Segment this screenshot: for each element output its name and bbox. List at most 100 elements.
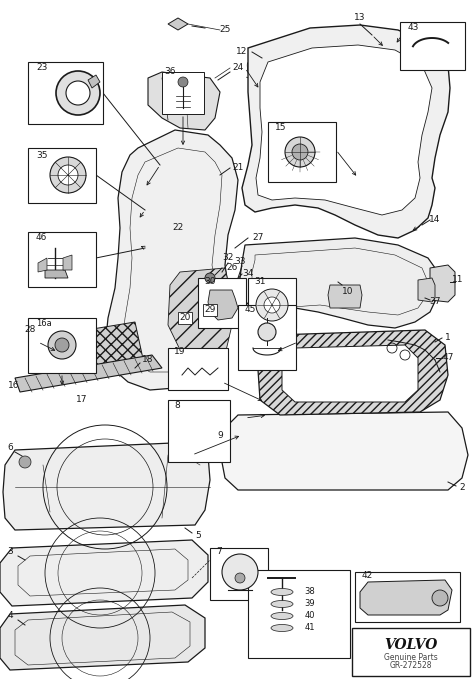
Polygon shape — [360, 580, 452, 615]
Text: 22: 22 — [173, 223, 183, 232]
Polygon shape — [242, 25, 450, 238]
Circle shape — [58, 165, 78, 185]
Polygon shape — [168, 268, 235, 360]
Bar — [168, 400, 230, 462]
Text: 25: 25 — [219, 26, 231, 35]
Polygon shape — [148, 72, 220, 130]
Polygon shape — [15, 355, 162, 392]
Circle shape — [56, 71, 100, 115]
Polygon shape — [208, 290, 238, 320]
Ellipse shape — [271, 600, 293, 608]
Text: 45: 45 — [245, 306, 256, 314]
Text: 40: 40 — [305, 612, 315, 621]
Polygon shape — [258, 330, 448, 415]
Bar — [355, 572, 460, 622]
Text: 12: 12 — [237, 48, 248, 56]
Circle shape — [66, 81, 90, 105]
Text: 30: 30 — [204, 278, 216, 287]
Text: 4: 4 — [7, 612, 13, 621]
Text: 20: 20 — [179, 314, 191, 323]
Bar — [238, 305, 296, 370]
Text: 17: 17 — [76, 395, 88, 405]
Circle shape — [292, 144, 308, 160]
Polygon shape — [105, 130, 238, 390]
Circle shape — [264, 297, 280, 313]
Circle shape — [48, 331, 76, 359]
Text: Genuine Parts: Genuine Parts — [384, 653, 438, 661]
Text: 27: 27 — [252, 234, 264, 242]
Bar — [210, 548, 268, 600]
Bar — [28, 62, 103, 124]
Text: VOLVO: VOLVO — [384, 638, 438, 652]
Text: 35: 35 — [36, 151, 47, 160]
Bar — [352, 628, 470, 676]
Text: 31: 31 — [254, 278, 265, 287]
Text: 3: 3 — [7, 547, 13, 557]
Circle shape — [55, 338, 69, 352]
Circle shape — [432, 590, 448, 606]
Circle shape — [205, 273, 215, 283]
Text: 42: 42 — [362, 572, 373, 581]
Text: GR-272528: GR-272528 — [390, 661, 432, 670]
Text: 14: 14 — [429, 215, 441, 225]
Polygon shape — [256, 45, 432, 215]
Text: 10: 10 — [342, 287, 354, 297]
Polygon shape — [168, 18, 188, 30]
Text: 37: 37 — [429, 297, 441, 306]
Bar — [168, 348, 228, 390]
Text: 41: 41 — [305, 623, 315, 633]
Text: 39: 39 — [305, 600, 315, 608]
Text: 5: 5 — [195, 530, 201, 540]
Text: 33: 33 — [234, 257, 246, 266]
Text: 32: 32 — [222, 253, 234, 263]
Text: 26: 26 — [226, 263, 237, 272]
Text: 24: 24 — [232, 64, 244, 73]
Polygon shape — [418, 278, 435, 302]
Text: 38: 38 — [305, 587, 315, 596]
Polygon shape — [220, 412, 468, 490]
Circle shape — [182, 446, 194, 458]
Text: 47: 47 — [442, 354, 454, 363]
Text: 36: 36 — [164, 67, 176, 77]
Circle shape — [222, 554, 258, 590]
Polygon shape — [0, 605, 205, 670]
Ellipse shape — [271, 625, 293, 631]
Text: 11: 11 — [452, 276, 464, 285]
Polygon shape — [38, 258, 47, 272]
Text: 34: 34 — [242, 270, 254, 278]
Polygon shape — [63, 255, 72, 270]
Circle shape — [206, 426, 214, 434]
Text: 18: 18 — [142, 356, 154, 365]
Bar — [198, 278, 246, 328]
Circle shape — [285, 137, 315, 167]
Polygon shape — [282, 345, 418, 402]
Bar — [28, 148, 96, 203]
Ellipse shape — [271, 612, 293, 619]
Text: 8: 8 — [174, 401, 180, 409]
Circle shape — [256, 289, 288, 321]
Text: 6: 6 — [7, 443, 13, 452]
Text: 23: 23 — [36, 64, 47, 73]
Circle shape — [178, 77, 188, 87]
Bar — [28, 232, 96, 287]
Polygon shape — [328, 285, 362, 308]
Text: 19: 19 — [174, 348, 185, 356]
Polygon shape — [3, 442, 210, 530]
Polygon shape — [38, 322, 145, 385]
Polygon shape — [45, 270, 68, 278]
Bar — [248, 570, 350, 658]
Text: 9: 9 — [217, 430, 223, 439]
Polygon shape — [88, 75, 100, 88]
Text: 28: 28 — [24, 325, 36, 335]
Text: 15: 15 — [275, 124, 286, 132]
Text: 46: 46 — [36, 234, 47, 242]
Text: 29: 29 — [204, 306, 216, 314]
Text: 21: 21 — [232, 164, 244, 172]
Polygon shape — [240, 238, 440, 328]
Bar — [28, 318, 96, 373]
Polygon shape — [430, 265, 455, 302]
Bar — [162, 72, 204, 114]
Bar — [248, 278, 296, 328]
Text: 13: 13 — [354, 14, 366, 22]
Bar — [268, 122, 336, 182]
